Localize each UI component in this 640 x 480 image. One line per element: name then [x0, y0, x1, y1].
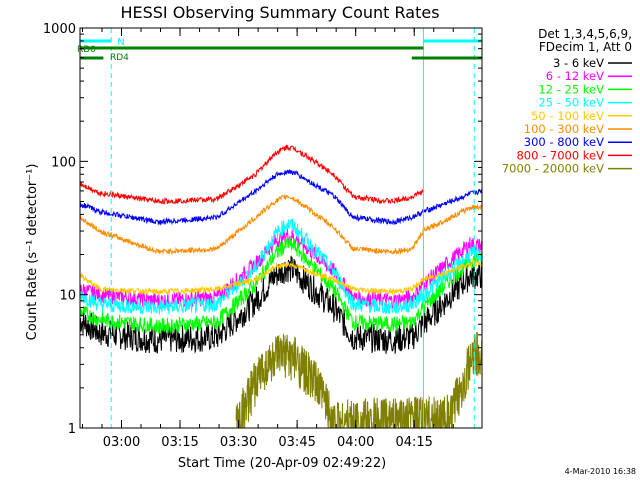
- y-tick-label: 10: [59, 289, 76, 304]
- legend-label-2: 6 - 12 keV: [546, 69, 604, 83]
- saa-label: N: [117, 37, 124, 48]
- chart-title: HESSI Observing Summary Count Rates: [120, 3, 439, 22]
- y-tick-label: 100: [51, 155, 76, 170]
- x-tick-label: 04:00: [337, 435, 374, 450]
- legend-label-5: 50 - 100 keV: [531, 109, 604, 123]
- rd0-label: RD0: [77, 45, 96, 55]
- y-axis-label: Count Rate (s⁻¹ detector⁻¹): [25, 164, 40, 341]
- x-tick-label: 03:45: [278, 435, 315, 450]
- series-line-8: [79, 144, 424, 205]
- legend-label-6: 100 - 300 keV: [524, 122, 604, 136]
- x-tick-label: 03:00: [103, 435, 140, 450]
- series-line-1: [79, 255, 483, 354]
- plot-frame: [79, 27, 483, 429]
- y-tick-label: 1000: [43, 22, 76, 37]
- annotation-layer: N RD0 RD4: [77, 28, 482, 428]
- series-line-3: [79, 237, 483, 335]
- legend-label-3: 12 - 25 keV: [538, 82, 604, 96]
- y-axis-label-text: Count Rate (s⁻¹ detector⁻¹): [25, 164, 40, 341]
- axes-layer: 1 10 100 1000 03:00 03:15 03:30 03:45 04:00 04:15: [43, 22, 483, 450]
- rd4-label: RD4: [110, 53, 129, 63]
- series-line-5: [79, 259, 483, 296]
- legend-label-9: 7000 - 20000 keV: [502, 162, 604, 176]
- series-line-6: [79, 194, 483, 256]
- legend-label-1: 3 - 6 keV: [553, 56, 604, 70]
- legend-header-line-2: FDecim 1, Att 0: [539, 40, 632, 54]
- x-tick-label: 03:15: [161, 435, 198, 450]
- series-line-4: [79, 218, 483, 315]
- legend-header-line-1: Det 1,3,4,5,6,9,: [538, 27, 632, 41]
- legend-label-7: 300 - 800 keV: [524, 135, 604, 149]
- legend-label-4: 25 - 50 keV: [538, 96, 604, 110]
- x-tick-label: 04:15: [395, 435, 432, 450]
- series-layer: [79, 144, 483, 430]
- legend-label-8: 800 - 7000 keV: [516, 148, 604, 162]
- x-axis-label: Start Time (20-Apr-09 02:49:22): [178, 456, 386, 471]
- series-line-9: [235, 331, 483, 430]
- series-line-7: [79, 169, 483, 227]
- footer-timestamp: 4-Mar-2010 16:38: [565, 467, 636, 476]
- y-tick-label: 1: [68, 422, 76, 437]
- x-tick-label: 03:30: [220, 435, 257, 450]
